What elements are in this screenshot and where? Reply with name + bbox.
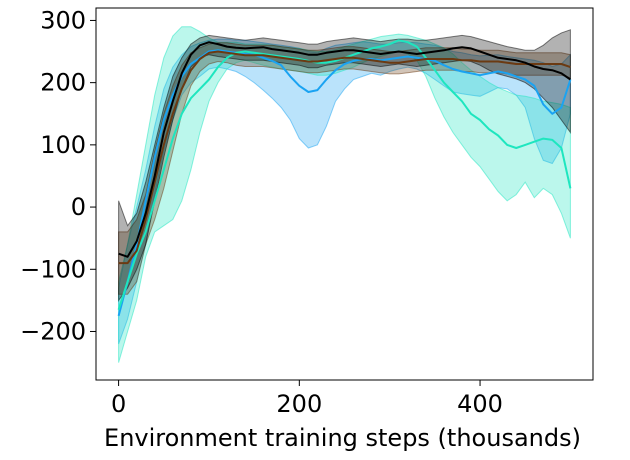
x-axis-label: Environment training steps (thousands) bbox=[104, 424, 581, 452]
x-tick-label: 400 bbox=[457, 390, 503, 418]
y-tick-label: 100 bbox=[40, 131, 86, 159]
x-tick-label: 200 bbox=[276, 390, 322, 418]
x-tick-label: 0 bbox=[111, 390, 126, 418]
y-tick-label: −200 bbox=[20, 317, 86, 345]
series-4-line bbox=[118, 41, 571, 258]
y-tick-label: −100 bbox=[20, 255, 86, 283]
y-tick-label: 200 bbox=[40, 69, 86, 97]
series-1-line bbox=[117, 49, 572, 317]
confidence-bands bbox=[118, 26, 571, 363]
y-axis-ticks: −200 −100 0 100 200 300 bbox=[20, 6, 96, 345]
y-tick-label: 0 bbox=[71, 193, 86, 221]
series-lines bbox=[117, 39, 572, 317]
series-3-line bbox=[118, 50, 571, 265]
y-tick-label: 300 bbox=[40, 6, 86, 34]
plot-area-frame bbox=[95, 7, 594, 381]
series-4-band bbox=[118, 29, 571, 302]
x-axis-ticks: 0 200 400 bbox=[111, 380, 503, 418]
